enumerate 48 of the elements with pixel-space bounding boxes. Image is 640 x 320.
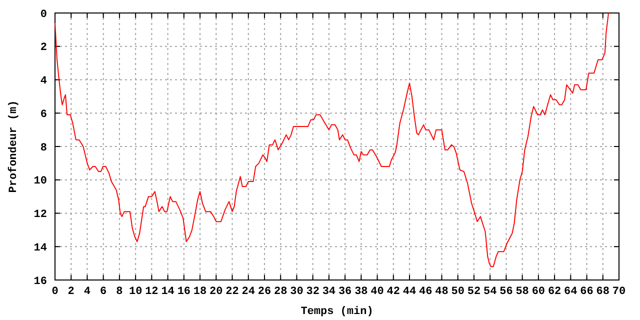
x-tick-label: 30 [290, 286, 304, 298]
x-tick-label: 14 [161, 286, 175, 298]
y-tick-label: 10 [34, 176, 47, 188]
x-tick-label: 24 [242, 286, 256, 298]
x-tick-label: 54 [483, 286, 498, 298]
y-tick-label: 0 [40, 8, 47, 21]
x-tick-label: 66 [580, 286, 594, 298]
x-tick-label: 48 [435, 286, 449, 298]
x-tick-label: 34 [322, 286, 336, 298]
x-tick-label: 8 [116, 286, 124, 298]
y-tick-label: 16 [34, 276, 47, 288]
x-tick-label: 22 [226, 286, 239, 298]
x-tick-label: 36 [338, 286, 352, 298]
y-tick-label: 8 [40, 142, 48, 154]
x-tick-label: 58 [516, 286, 530, 298]
x-tick-label: 6 [100, 286, 107, 298]
x-tick-label: 70 [612, 286, 626, 298]
x-tick-label: 56 [500, 286, 513, 298]
x-tick-label: 28 [274, 286, 288, 298]
y-axis-title: Profondeur (m) [7, 100, 20, 193]
x-tick-label: 16 [177, 286, 191, 298]
y-tick-label: 14 [34, 242, 48, 254]
x-tick-label: 46 [419, 286, 432, 298]
y-tick-label: 6 [40, 108, 47, 121]
x-tick-label: 26 [258, 286, 272, 298]
x-tick-label: 64 [564, 286, 578, 298]
x-tick-label: 4 [84, 286, 91, 298]
x-tick-label: 20 [210, 286, 223, 298]
x-tick-label: 32 [306, 286, 320, 298]
x-tick-label: 50 [451, 286, 464, 298]
x-tick-label: 62 [548, 286, 562, 298]
x-tick-label: 0 [52, 286, 58, 298]
y-tick-label: 2 [40, 42, 47, 54]
x-tick-label: 42 [386, 286, 400, 298]
x-tick-label: 12 [145, 286, 158, 298]
x-tick-label: 2 [68, 286, 74, 298]
x-tick-label: 18 [193, 286, 208, 298]
x-tick-label: 60 [532, 286, 546, 298]
x-tick-label: 52 [467, 286, 481, 298]
x-tick-label: 40 [370, 286, 384, 298]
line-series [54, 12, 610, 268]
x-tick-label: 68 [596, 286, 610, 298]
x-tick-label: 38 [354, 286, 368, 298]
y-tick-label: 4 [40, 76, 48, 88]
x-tick-label: 10 [128, 286, 142, 298]
y-tick-label: 12 [34, 209, 47, 222]
x-axis-title: Temps (min) [300, 306, 374, 318]
x-tick-label: 44 [402, 286, 417, 298]
